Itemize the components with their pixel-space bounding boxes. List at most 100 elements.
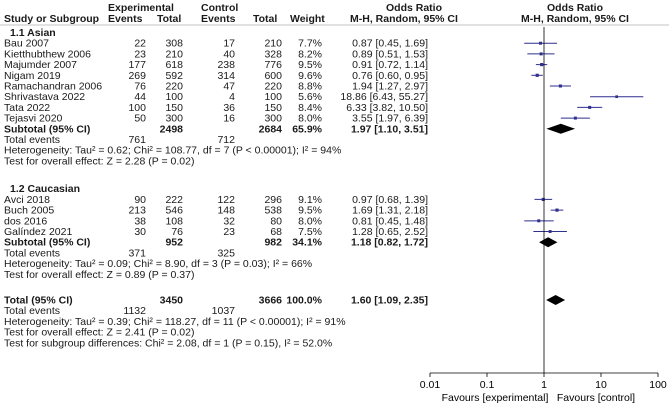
study-c-total: 220 bbox=[264, 81, 282, 93]
header-e-total: Total bbox=[157, 13, 181, 25]
study-c-events: 47 bbox=[223, 81, 235, 93]
x-axis-tick-label: 1 bbox=[541, 379, 547, 391]
study-c-total: 300 bbox=[264, 113, 282, 125]
study-name: Ramachandran 2006 bbox=[4, 81, 102, 93]
header-group1: Experimental bbox=[108, 2, 174, 14]
subtotal-label: Subtotal (95% CI) bbox=[4, 237, 90, 249]
header-e-events: Events bbox=[108, 13, 143, 25]
study-point bbox=[548, 230, 552, 233]
study-e-total: 592 bbox=[165, 70, 183, 82]
subtotal-ci: 1.97 [1.10, 3.51] bbox=[351, 123, 428, 135]
total-events-label: Total events bbox=[4, 247, 60, 259]
study-name: Buch 2005 bbox=[4, 205, 54, 217]
study-e-events: 22 bbox=[134, 38, 146, 50]
subtotal-c-total: 982 bbox=[264, 237, 282, 249]
study-e-total: 222 bbox=[165, 194, 183, 206]
study-e-events: 38 bbox=[134, 215, 146, 227]
study-e-total: 108 bbox=[165, 215, 183, 227]
subtotal-c-total: 2684 bbox=[259, 123, 283, 135]
study-e-events: 30 bbox=[134, 226, 146, 238]
overall-weight: 100.0% bbox=[286, 295, 322, 307]
study-weight: 9.5% bbox=[298, 59, 322, 71]
study-c-events: 40 bbox=[223, 48, 235, 60]
total-events-e: 761 bbox=[128, 134, 146, 146]
header-or-method: M-H, Random, 95% CI bbox=[350, 13, 458, 25]
study-point bbox=[540, 63, 544, 67]
study-point bbox=[537, 219, 541, 223]
study-weight: 9.1% bbox=[298, 194, 322, 206]
study-ci: 0.81 [0.45, 1.48] bbox=[352, 215, 428, 227]
study-ci: 3.55 [1.97, 6.39] bbox=[352, 113, 428, 125]
overall-effect-text: Test for overall effect: Z = 0.89 (P = 0… bbox=[4, 269, 194, 281]
heterogeneity-text: Heterogeneity: Tau² = 0.09; Chi² = 8.90,… bbox=[4, 258, 312, 270]
plot-method: M-H, Random, 95% CI bbox=[521, 13, 629, 25]
study-e-events: 177 bbox=[128, 59, 146, 71]
header-c-total: Total bbox=[253, 13, 277, 25]
study-c-total: 776 bbox=[264, 59, 282, 71]
study-c-total: 600 bbox=[264, 70, 282, 82]
pooled-diamond bbox=[546, 295, 566, 305]
study-e-events: 44 bbox=[134, 91, 146, 103]
study-point bbox=[541, 197, 545, 201]
overall-heterogeneity-text: Heterogeneity: Tau² = 0.39; Chi² = 118.2… bbox=[4, 316, 346, 328]
study-c-events: 17 bbox=[223, 38, 235, 50]
study-weight: 9.6% bbox=[298, 70, 322, 82]
study-e-events: 213 bbox=[128, 205, 146, 217]
study-weight: 8.4% bbox=[298, 102, 322, 114]
total-events-e: 1132 bbox=[123, 305, 146, 317]
overall-e-total: 3450 bbox=[160, 295, 184, 307]
study-ci: 0.89 [0.51, 1.53] bbox=[352, 48, 428, 60]
overall-c-total: 3666 bbox=[259, 295, 283, 307]
subgroup-differences-text: Test for subgroup differences: Chi² = 2.… bbox=[4, 337, 332, 349]
study-name: dos 2016 bbox=[4, 215, 47, 227]
subtotal-ci: 1.18 [0.82, 1.72] bbox=[351, 237, 428, 249]
table-header: Experimental Control Odds Ratio Study or… bbox=[4, 2, 629, 25]
study-e-events: 50 bbox=[134, 113, 146, 125]
study-e-total: 100 bbox=[165, 91, 183, 103]
x-axis-label-right: Favours [control] bbox=[557, 392, 635, 404]
study-ci: 1.28 [0.65, 2.52] bbox=[352, 226, 428, 238]
subgroup-title: 1.1 Asian bbox=[10, 27, 56, 39]
study-c-total: 68 bbox=[270, 226, 282, 238]
study-e-total: 220 bbox=[165, 81, 183, 93]
subtotal-weight: 34.1% bbox=[292, 237, 322, 249]
study-ci: 6.33 [3.82, 10.50] bbox=[346, 102, 428, 114]
total-events-c: 1037 bbox=[212, 305, 236, 317]
study-c-total: 328 bbox=[264, 48, 282, 60]
study-c-events: 23 bbox=[223, 226, 235, 238]
study-c-total: 210 bbox=[264, 38, 282, 50]
study-name: Galíndez 2021 bbox=[4, 226, 72, 238]
study-e-events: 76 bbox=[134, 81, 146, 93]
study-name: Avci 2018 bbox=[4, 194, 50, 206]
study-c-events: 16 bbox=[223, 113, 235, 125]
study-c-events: 148 bbox=[217, 205, 235, 217]
study-name: Shrivastava 2022 bbox=[4, 91, 85, 103]
study-name: Nigam 2019 bbox=[4, 70, 61, 82]
x-axis-tick-label: 10 bbox=[595, 379, 607, 391]
study-e-total: 546 bbox=[165, 205, 183, 217]
study-c-total: 150 bbox=[264, 102, 282, 114]
subtotal-e-total: 2498 bbox=[160, 123, 184, 135]
study-e-events: 100 bbox=[128, 102, 146, 114]
total-events-label: Total events bbox=[4, 134, 60, 146]
study-e-events: 23 bbox=[134, 48, 146, 60]
study-point bbox=[573, 116, 577, 120]
header-weight: Weight bbox=[290, 13, 325, 25]
study-ci: 0.76 [0.60, 0.95] bbox=[352, 70, 428, 82]
study-e-events: 269 bbox=[128, 70, 146, 82]
heterogeneity-text: Heterogeneity: Tau² = 0.62; Chi² = 108.7… bbox=[4, 145, 341, 157]
study-c-events: 4 bbox=[229, 91, 235, 103]
study-ci: 0.97 [0.68, 1.39] bbox=[352, 194, 428, 206]
study-weight: 8.0% bbox=[298, 113, 322, 125]
x-axis-tick-label: 0.01 bbox=[420, 379, 441, 391]
study-c-total: 296 bbox=[264, 194, 282, 206]
x-axis-tick-label: 100 bbox=[649, 379, 667, 391]
study-ci: 0.91 [0.72, 1.14] bbox=[352, 59, 428, 71]
header-or-title: Odds Ratio bbox=[386, 2, 442, 14]
study-ci: 0.87 [0.45, 1.69] bbox=[352, 38, 428, 50]
subtotal-label: Subtotal (95% CI) bbox=[4, 123, 90, 135]
study-point bbox=[558, 84, 562, 88]
study-name: Tejasvi 2020 bbox=[4, 113, 63, 125]
